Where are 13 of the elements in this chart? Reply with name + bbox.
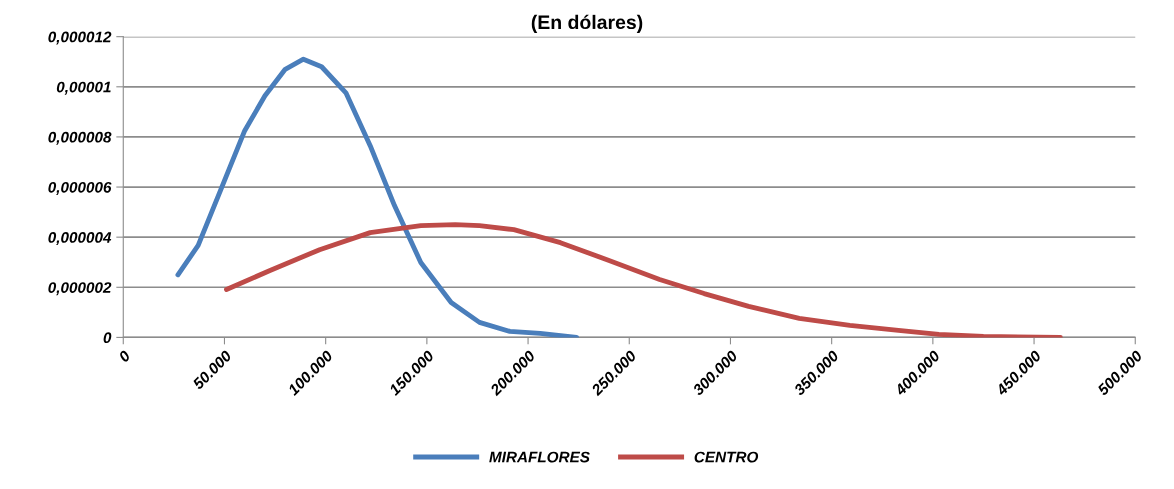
chart-title: (En dólares) (531, 14, 643, 33)
x-tick-label: 0 (118, 349, 132, 363)
legend-label: CENTRO (694, 451, 759, 463)
y-tick-label: 0,000012 (48, 31, 112, 45)
y-tick-label: 0,000006 (48, 181, 112, 195)
y-tick-label: 0,00001 (56, 81, 111, 95)
y-tick-label: 0,000004 (48, 232, 112, 246)
legend-label: MIRAFLORES (489, 451, 590, 463)
line-series (224, 222, 1063, 338)
line-series (175, 56, 580, 338)
y-tick-label: 0 (103, 332, 112, 344)
y-tick-label: 0,000008 (48, 131, 112, 145)
y-tick-label: 0,000002 (48, 282, 112, 296)
